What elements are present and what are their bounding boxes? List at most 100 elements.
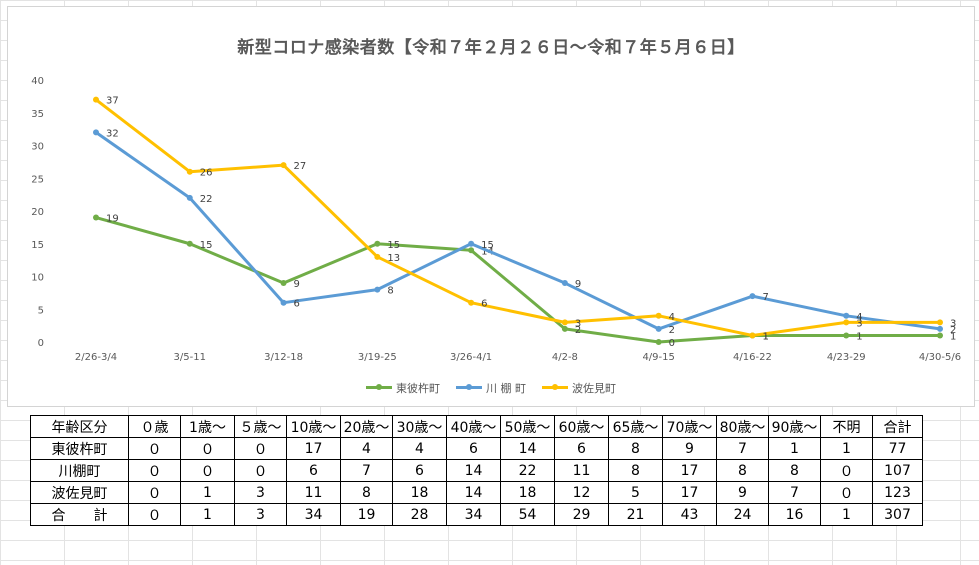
table-cell[interactable]: 7	[340, 459, 393, 482]
data-label: 9	[575, 279, 581, 290]
column-header[interactable]: 年齢区分	[30, 415, 129, 438]
column-header[interactable]: ０歳	[128, 415, 181, 438]
data-point	[937, 332, 943, 339]
table-cell[interactable]: 11	[286, 481, 341, 504]
y-tick-label: 15	[31, 240, 44, 251]
table-cell[interactable]: 8	[608, 437, 663, 460]
table-cell[interactable]: 11	[554, 459, 609, 482]
column-header[interactable]: 70歳～	[662, 415, 717, 438]
row-label-cell[interactable]: 東彼杵町	[30, 437, 129, 460]
table-cell[interactable]: 54	[500, 503, 555, 526]
column-header[interactable]: ５歳～	[234, 415, 287, 438]
table-cell[interactable]: 6	[446, 437, 501, 460]
column-header[interactable]: 80歳～	[716, 415, 769, 438]
table-cell[interactable]: ０	[234, 459, 287, 482]
data-point	[468, 299, 475, 306]
chart-area[interactable]: 新型コロナ感染者数【令和７年２月２６日～令和７年５月６日】 0 5 10 15 20 25…	[7, 6, 975, 407]
table-cell[interactable]: 1	[820, 503, 873, 526]
data-label: 2	[950, 325, 956, 336]
table-cell[interactable]: 107	[872, 459, 923, 482]
table-cell[interactable]: 8	[768, 459, 821, 482]
table-cell[interactable]: 6	[286, 459, 341, 482]
table-cell[interactable]: 123	[872, 481, 923, 504]
table-cell[interactable]: ０	[180, 437, 235, 460]
data-label: 1	[762, 331, 768, 342]
table-cell[interactable]: 8	[608, 459, 663, 482]
table-cell[interactable]: 12	[554, 481, 609, 504]
table-cell[interactable]: ０	[128, 481, 181, 504]
table-cell[interactable]: ０	[180, 459, 235, 482]
data-point	[655, 325, 662, 332]
legend-label: 波佐見町	[572, 381, 616, 395]
table-cell[interactable]: 34	[286, 503, 341, 526]
data-label: 15	[387, 240, 400, 251]
table-cell[interactable]: 18	[392, 481, 447, 504]
column-header[interactable]: 50歳～	[500, 415, 555, 438]
table-cell[interactable]: 1	[180, 503, 235, 526]
table-cell[interactable]: ０	[820, 481, 873, 504]
age-breakdown-table-wrap: 年齢区分 ０歳 1歳～ ５歳～ 10歳～ 20歳～ 30歳～ 40歳～ 50歳～ 60歳～ 65歳～…	[30, 415, 923, 526]
x-tick-label: 4/30-5/6	[919, 352, 961, 363]
table-cell[interactable]: ０	[128, 503, 181, 526]
table-cell[interactable]: ０	[128, 459, 181, 482]
table-cell[interactable]: 16	[768, 503, 821, 526]
table-cell[interactable]: 22	[500, 459, 555, 482]
data-point	[186, 240, 193, 247]
table-cell[interactable]: 17	[286, 437, 341, 460]
row-label-cell[interactable]: 波佐見町	[30, 481, 129, 504]
table-cell[interactable]: 4	[340, 437, 393, 460]
table-cell[interactable]: 9	[716, 481, 769, 504]
table-cell[interactable]: 77	[872, 437, 923, 460]
table-cell[interactable]: 4	[392, 437, 447, 460]
column-header[interactable]: 65歳～	[608, 415, 663, 438]
column-header[interactable]: 60歳～	[554, 415, 609, 438]
table-cell[interactable]: 21	[608, 503, 663, 526]
table-cell[interactable]: 14	[446, 481, 501, 504]
table-cell[interactable]: ０	[128, 437, 181, 460]
table-cell[interactable]: ０	[820, 459, 873, 482]
column-header[interactable]: 1歳～	[180, 415, 235, 438]
data-point	[93, 96, 99, 103]
table-cell[interactable]: 9	[662, 437, 717, 460]
data-point	[937, 325, 943, 332]
row-label-cell[interactable]: 合 計	[30, 503, 129, 526]
table-cell[interactable]: 19	[340, 503, 393, 526]
column-header[interactable]: 20歳～	[340, 415, 393, 438]
column-header[interactable]: 10歳～	[286, 415, 341, 438]
data-point	[561, 325, 568, 332]
column-header[interactable]: 合計	[872, 415, 923, 438]
table-cell[interactable]: ０	[234, 437, 287, 460]
column-header[interactable]: 40歳～	[446, 415, 501, 438]
table-cell[interactable]: 1	[820, 437, 873, 460]
table-cell[interactable]: 8	[716, 459, 769, 482]
table-cell[interactable]: 3	[234, 481, 287, 504]
table-cell[interactable]: 307	[872, 503, 923, 526]
table-cell[interactable]: 5	[608, 481, 663, 504]
table-cell[interactable]: 14	[446, 459, 501, 482]
data-point	[374, 253, 381, 260]
table-cell[interactable]: 18	[500, 481, 555, 504]
row-label-cell[interactable]: 川棚町	[30, 459, 129, 482]
table-cell[interactable]: 3	[234, 503, 287, 526]
table-cell[interactable]: 1	[180, 481, 235, 504]
table-cell[interactable]: 8	[340, 481, 393, 504]
table-cell[interactable]: 28	[392, 503, 447, 526]
column-header[interactable]: 90歳～	[768, 415, 821, 438]
data-point	[843, 312, 850, 319]
table-cell[interactable]: 6	[392, 459, 447, 482]
table-cell[interactable]: 1	[768, 437, 821, 460]
column-header[interactable]: 不明	[820, 415, 873, 438]
table-cell[interactable]: 14	[500, 437, 555, 460]
table-cell[interactable]: 34	[446, 503, 501, 526]
table-cell[interactable]: 17	[662, 459, 717, 482]
table-cell[interactable]: 7	[716, 437, 769, 460]
table-cell[interactable]: 7	[768, 481, 821, 504]
column-header[interactable]: 30歳～	[392, 415, 447, 438]
legend-label: 川 棚 町	[486, 381, 526, 395]
table-cell[interactable]: 6	[554, 437, 609, 460]
data-point	[843, 319, 850, 326]
table-cell[interactable]: 43	[662, 503, 717, 526]
table-cell[interactable]: 17	[662, 481, 717, 504]
table-cell[interactable]: 29	[554, 503, 609, 526]
table-cell[interactable]: 24	[716, 503, 769, 526]
